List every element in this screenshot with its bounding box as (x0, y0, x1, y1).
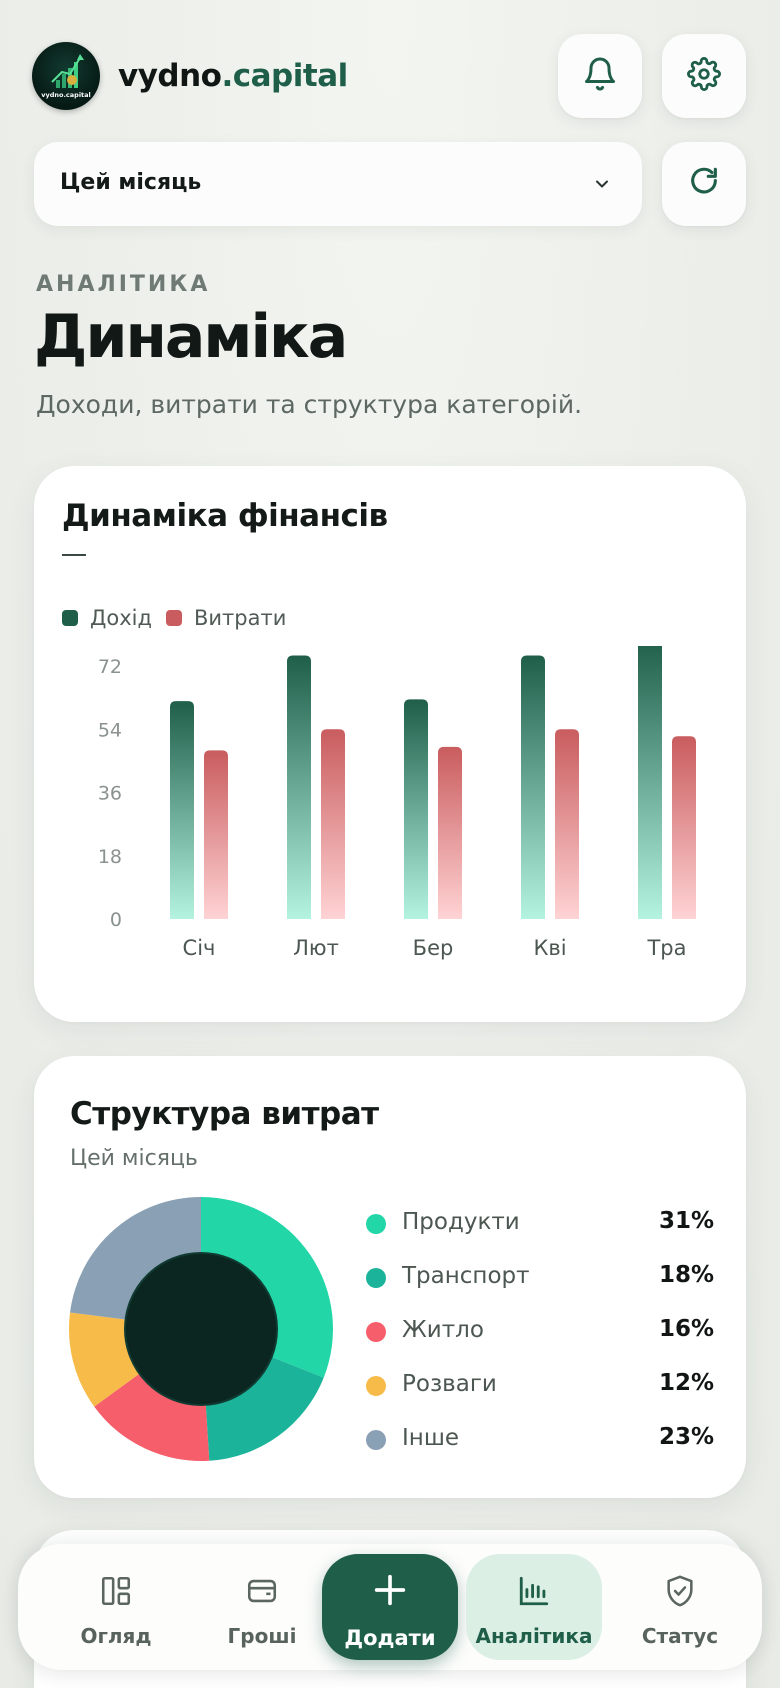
app-header: vydno.capital vydno.capital (32, 34, 748, 128)
dashboard-icon (99, 1574, 133, 1612)
category-name: Транспорт (402, 1263, 530, 1289)
refresh-icon (687, 165, 721, 203)
nav-label: Додати (344, 1626, 436, 1650)
category-row[interactable]: Житло 16% (366, 1314, 716, 1354)
category-name: Продукти (402, 1209, 520, 1235)
donut-slice[interactable] (70, 1197, 201, 1320)
category-name: Інше (402, 1425, 460, 1451)
category-dot (366, 1430, 386, 1450)
nav-label: Гроші (227, 1624, 297, 1648)
bell-icon (582, 56, 618, 96)
shield-check-icon (663, 1574, 697, 1612)
expense-structure-card: Структура витрат Цей місяць Продукти 31%… (34, 1056, 746, 1498)
donut-slice[interactable] (69, 1312, 140, 1407)
bar-chart: 72 54 36 18 0 Січ Лют Бер Кві Тра (98, 646, 696, 960)
category-percent: 12% (658, 1370, 714, 1396)
card-title: Динаміка фінансів (62, 498, 388, 534)
plus-icon (370, 1570, 410, 1614)
svg-text:vydno.capital: vydno.capital (41, 91, 91, 99)
expense-bar[interactable] (321, 729, 345, 919)
income-bar[interactable] (638, 646, 662, 919)
legend-item-expenses: Витрати (166, 606, 286, 630)
category-name: Житло (402, 1317, 484, 1343)
category-name: Розваги (402, 1371, 497, 1397)
title-divider (62, 554, 86, 556)
page-title: Динаміка (34, 302, 348, 372)
page-subtitle: Доходи, витрати та структура категорій. (36, 390, 583, 419)
category-percent: 31% (658, 1208, 714, 1234)
settings-button[interactable] (662, 34, 746, 118)
chevron-down-icon (592, 174, 612, 198)
x-tick-label: Тра (646, 936, 686, 960)
nav-label: Огляд (80, 1624, 152, 1648)
y-tick-label: 18 (98, 846, 122, 868)
x-tick-label: Бер (413, 936, 454, 960)
y-tick-label: 54 (98, 719, 122, 741)
y-tick-label: 0 (110, 909, 122, 931)
expense-bar[interactable] (555, 729, 579, 919)
category-percent: 16% (658, 1316, 714, 1342)
category-dot (366, 1376, 386, 1396)
expense-bar[interactable] (438, 746, 462, 919)
bar-chart-icon (517, 1574, 551, 1612)
category-row[interactable]: Транспорт 18% (366, 1260, 716, 1300)
income-bar[interactable] (404, 699, 428, 919)
income-bar[interactable] (170, 701, 194, 919)
brand-name: vydno.capital (118, 58, 348, 94)
nav-status[interactable]: Статус (612, 1554, 748, 1660)
donut-center (124, 1252, 278, 1406)
donut-slice[interactable] (201, 1197, 334, 1378)
x-tick-label: Січ (183, 936, 216, 960)
category-dot (366, 1268, 386, 1288)
income-bar[interactable] (521, 655, 545, 919)
category-dot (366, 1214, 386, 1234)
bottom-navigation: Огляд Гроші Додати Аналітика (18, 1544, 762, 1670)
wallet-icon (245, 1574, 279, 1612)
nav-add-button[interactable]: Додати (322, 1554, 458, 1660)
category-percent: 18% (658, 1262, 714, 1288)
refresh-button[interactable] (662, 142, 746, 226)
nav-overview[interactable]: Огляд (48, 1554, 184, 1660)
period-select[interactable]: Цей місяць (34, 142, 642, 226)
notifications-button[interactable] (558, 34, 642, 118)
category-dot (366, 1322, 386, 1342)
brand-logo[interactable]: vydno.capital (32, 42, 100, 110)
category-row[interactable]: Розваги 12% (366, 1368, 716, 1408)
card-title: Структура витрат (70, 1096, 379, 1132)
nav-money[interactable]: Гроші (194, 1554, 330, 1660)
category-row[interactable]: Продукти 31% (366, 1206, 716, 1246)
legend-swatch (62, 610, 78, 626)
x-tick-label: Кві (533, 936, 566, 960)
category-row[interactable]: Інше 23% (366, 1422, 716, 1462)
legend-item-income: Дохід (62, 606, 152, 630)
y-tick-label: 36 (98, 783, 122, 805)
legend-swatch (166, 610, 182, 626)
finance-dynamics-card: Динаміка фінансів Дохід Витрати 72 54 36 18… (34, 466, 746, 1022)
section-eyebrow: АНАЛІТИКА (36, 272, 211, 297)
category-percent: 23% (658, 1424, 714, 1450)
nav-analytics[interactable]: Аналітика (466, 1554, 602, 1660)
y-tick-label: 72 (98, 656, 122, 678)
donut-slice[interactable] (205, 1356, 324, 1461)
expense-bar[interactable] (672, 736, 696, 919)
period-select-value: Цей місяць (60, 170, 202, 195)
gear-icon (687, 57, 721, 95)
nav-label: Аналітика (475, 1624, 593, 1648)
donut-chart (69, 1197, 334, 1461)
donut-slice[interactable] (94, 1373, 210, 1461)
expense-bar[interactable] (204, 750, 228, 919)
income-bar[interactable] (287, 655, 311, 919)
nav-label: Статус (641, 1624, 719, 1648)
x-tick-label: Лют (293, 936, 339, 960)
card-subtitle: Цей місяць (70, 1146, 198, 1171)
